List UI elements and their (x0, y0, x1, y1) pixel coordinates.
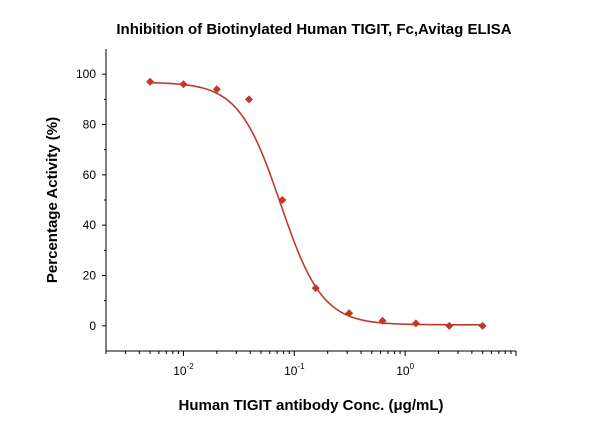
x-axis-title: Human TIGIT antibody Conc. (μg/mL) (179, 397, 444, 414)
data-point (311, 284, 320, 293)
data-points (146, 77, 487, 330)
y-ticks: 0 20 40 60 80 100 (76, 67, 106, 333)
x-tick-label: 100 (396, 362, 414, 378)
x-tick-label: 10-1 (284, 362, 305, 378)
data-point (378, 316, 387, 325)
data-point (212, 85, 221, 94)
data-point (244, 95, 253, 104)
y-tick-label: 100 (76, 67, 96, 81)
y-axis-title: Percentage Activity (%) (44, 117, 61, 283)
y-tick-label: 80 (83, 118, 97, 132)
data-point (146, 77, 155, 86)
chart-title: Inhibition of Biotinylated Human TIGIT, … (116, 21, 511, 38)
data-point (278, 196, 287, 204)
data-point (478, 321, 487, 330)
x-tick-label: 10-2 (173, 362, 194, 378)
y-tick-label: 60 (83, 168, 97, 182)
x-ticks: 10-2 10-1 100 (105, 351, 517, 378)
y-tick-label: 20 (83, 269, 97, 283)
data-point (445, 321, 454, 330)
data-point (179, 80, 188, 89)
y-tick-label: 0 (89, 319, 96, 333)
axes (105, 49, 516, 352)
data-point (411, 319, 420, 328)
data-point (345, 309, 354, 318)
y-tick-label: 40 (83, 218, 97, 232)
